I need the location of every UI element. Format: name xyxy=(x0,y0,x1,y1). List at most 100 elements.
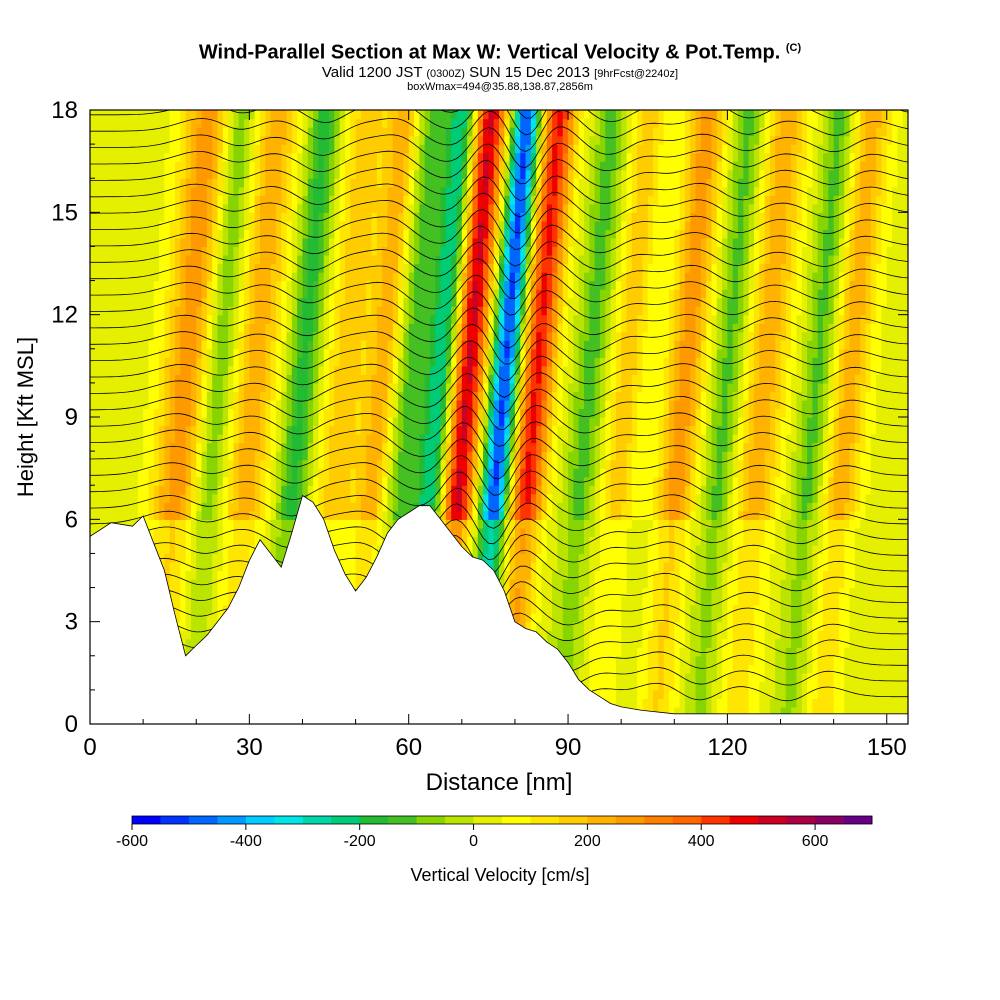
field-cell xyxy=(817,613,824,623)
field-cell xyxy=(185,630,192,640)
field-cell xyxy=(105,502,112,512)
field-cell xyxy=(254,476,261,486)
field-cell xyxy=(265,468,272,478)
field-cell xyxy=(785,647,792,657)
field-cell xyxy=(727,485,734,495)
field-cell xyxy=(217,570,224,580)
field-cell xyxy=(886,579,893,589)
field-cell xyxy=(360,502,367,512)
field-cell xyxy=(700,647,707,657)
field-cell xyxy=(302,476,309,486)
field-cell xyxy=(881,647,888,657)
field-cell xyxy=(334,451,341,461)
field-cell xyxy=(817,493,824,503)
field-cell xyxy=(461,493,468,503)
field-cell xyxy=(769,451,776,461)
field-cell xyxy=(238,485,245,495)
field-cell xyxy=(690,570,697,580)
field-cell xyxy=(823,613,829,623)
field-cell xyxy=(769,689,776,700)
field-cell xyxy=(222,553,229,563)
field-cell xyxy=(753,570,760,580)
field-cell xyxy=(738,493,744,503)
field-cell xyxy=(552,570,559,580)
field-cell xyxy=(578,638,585,648)
field-cell xyxy=(647,681,654,691)
field-cell xyxy=(663,536,670,546)
field-cell xyxy=(833,570,840,580)
field-cell xyxy=(488,510,495,520)
field-cell xyxy=(520,510,527,520)
field-cell xyxy=(334,476,341,486)
field-cell xyxy=(599,638,606,648)
field-cell xyxy=(865,706,872,717)
field-cell xyxy=(727,655,734,665)
field-cell xyxy=(807,485,813,495)
field-cell xyxy=(504,510,511,520)
field-cell xyxy=(605,476,612,486)
field-cell xyxy=(658,698,665,708)
field-cell xyxy=(860,476,867,486)
field-cell xyxy=(530,527,537,537)
field-cell xyxy=(275,536,282,546)
field-cell xyxy=(716,485,723,495)
field-cell xyxy=(546,485,553,495)
field-cell xyxy=(631,502,638,512)
field-cell xyxy=(196,570,203,580)
field-cell xyxy=(568,596,574,606)
field-cell xyxy=(212,493,219,503)
field-cell xyxy=(812,698,819,708)
field-cell xyxy=(860,502,867,512)
field-cell xyxy=(350,579,357,589)
field-cell xyxy=(451,493,458,503)
field-cell xyxy=(658,493,665,503)
field-cell xyxy=(738,621,744,631)
field-cell xyxy=(536,476,543,486)
field-cell xyxy=(552,536,559,546)
field-cell xyxy=(838,502,845,512)
field-cell xyxy=(196,519,203,529)
field-cell xyxy=(690,468,697,478)
field-cell xyxy=(780,587,787,597)
field-cell xyxy=(222,544,229,555)
field-cell xyxy=(817,596,824,606)
field-cell xyxy=(828,587,835,597)
field-cell xyxy=(509,587,516,597)
field-cell xyxy=(573,527,580,537)
field-cell xyxy=(514,536,521,546)
field-cell xyxy=(743,698,750,708)
field-cell xyxy=(753,579,760,589)
field-cell xyxy=(265,476,272,486)
field-cell xyxy=(785,681,792,691)
field-cell xyxy=(642,485,649,495)
field-cell xyxy=(573,502,580,512)
field-cell xyxy=(291,502,298,512)
field-cell xyxy=(849,630,856,640)
field-cell xyxy=(743,655,750,665)
field-cell xyxy=(541,544,548,555)
field-cell xyxy=(833,698,840,708)
field-cell xyxy=(637,510,644,520)
field-cell xyxy=(700,613,707,623)
field-cell xyxy=(780,621,787,631)
field-cell xyxy=(631,689,638,700)
field-cell xyxy=(775,485,782,495)
field-cell xyxy=(594,510,601,520)
field-cell xyxy=(892,681,898,691)
field-cell xyxy=(398,510,404,520)
field-cell xyxy=(525,536,532,546)
field-cell xyxy=(801,468,808,478)
field-cell xyxy=(828,672,835,682)
field-cell xyxy=(690,664,697,674)
field-cell xyxy=(886,527,893,537)
field-cell xyxy=(881,527,888,537)
field-cell xyxy=(828,519,835,529)
field-cell xyxy=(679,519,686,529)
field-cell xyxy=(727,664,734,674)
field-cell xyxy=(881,579,888,589)
field-cell xyxy=(488,502,495,512)
field-cell xyxy=(658,613,665,623)
field-cell xyxy=(817,706,824,717)
field-cell xyxy=(769,698,776,708)
field-cell xyxy=(674,689,681,700)
